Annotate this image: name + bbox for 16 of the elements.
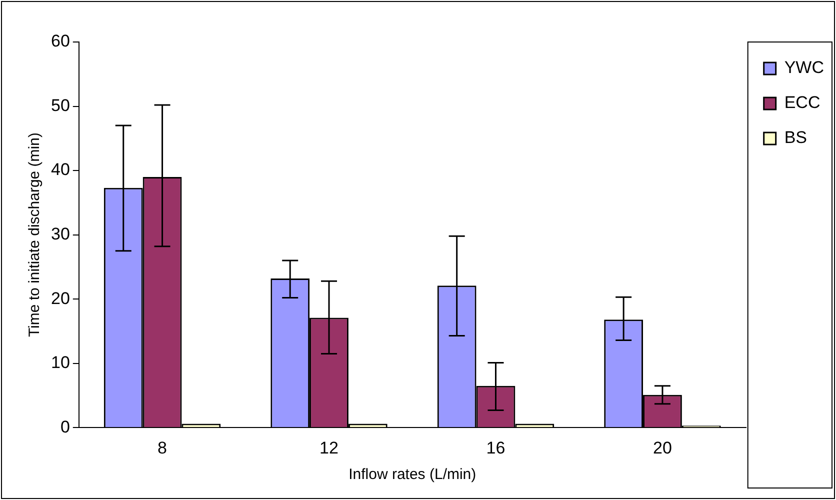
x-tick-label: 12 — [320, 438, 338, 458]
y-tick-label: 30 — [50, 224, 70, 244]
y-tick-label: 10 — [50, 353, 70, 372]
y-tick-label: 20 — [50, 288, 70, 308]
y-tick-label: 0 — [60, 417, 70, 436]
y-tick-label: 50 — [50, 96, 70, 115]
legend-label: BS — [784, 128, 808, 148]
legend-label: ECC — [784, 93, 820, 112]
x-axis-title: Inflow rates (L/min) — [348, 466, 476, 484]
legend-label: YWC — [784, 58, 824, 78]
y-axis-title: Time to initiate discharge (min) — [26, 132, 44, 338]
x-tick-label: 16 — [486, 438, 506, 458]
x-tick-label: 8 — [158, 438, 168, 458]
y-tick-label: 60 — [50, 32, 70, 51]
y-tick-label: 40 — [50, 160, 70, 180]
x-tick-label: 20 — [653, 438, 672, 458]
